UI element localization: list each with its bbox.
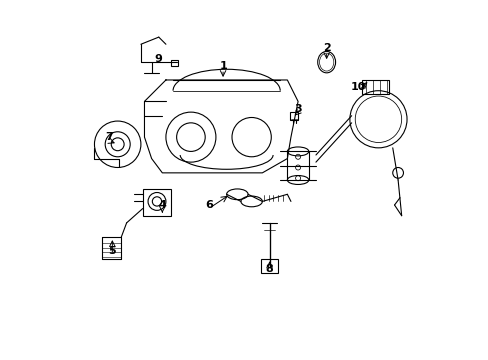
Text: 10: 10 bbox=[350, 82, 366, 92]
Text: 8: 8 bbox=[265, 264, 273, 274]
Text: 5: 5 bbox=[108, 247, 116, 256]
Text: 7: 7 bbox=[104, 132, 112, 142]
Text: 4: 4 bbox=[158, 200, 166, 210]
Text: 6: 6 bbox=[204, 200, 212, 210]
Text: 3: 3 bbox=[294, 104, 301, 113]
Text: 9: 9 bbox=[155, 54, 163, 64]
Text: 1: 1 bbox=[219, 61, 226, 71]
Text: 2: 2 bbox=[322, 43, 330, 53]
